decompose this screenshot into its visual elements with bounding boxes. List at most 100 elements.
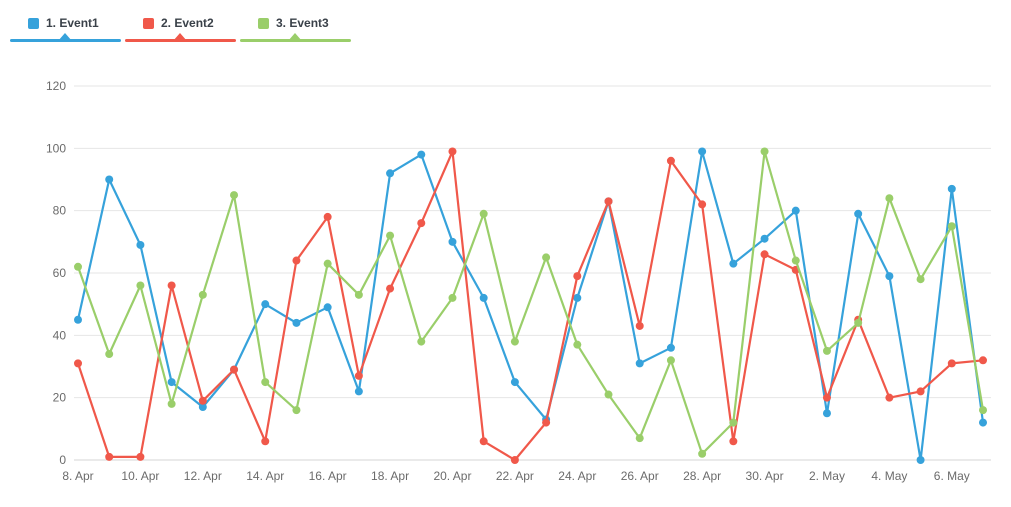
- marker-event1: [729, 259, 738, 268]
- marker-event3: [666, 356, 675, 365]
- y-axis-tick-label: 80: [53, 204, 67, 218]
- legend-item-3-event3[interactable]: 3. Event3: [240, 8, 355, 42]
- marker-event2: [510, 456, 519, 464]
- marker-event3: [916, 275, 925, 284]
- marker-event2: [698, 200, 707, 209]
- marker-event1: [760, 234, 769, 243]
- x-axis-tick-label: 8. Apr: [62, 469, 93, 483]
- marker-event1: [666, 343, 675, 352]
- marker-event3: [74, 262, 82, 271]
- marker-event2: [479, 437, 488, 446]
- marker-event3: [136, 281, 145, 290]
- marker-event2: [573, 272, 582, 281]
- marker-event3: [479, 209, 488, 218]
- marker-event3: [167, 399, 176, 408]
- marker-event3: [230, 191, 239, 200]
- x-axis-tick-label: 26. Apr: [621, 469, 659, 483]
- series-line-event1: [76, 150, 985, 462]
- y-axis-tick-label: 20: [53, 391, 67, 405]
- marker-event3: [386, 231, 395, 240]
- marker-event2: [729, 437, 738, 446]
- marker-event1: [105, 175, 114, 184]
- marker-event2: [979, 356, 987, 365]
- marker-event1: [323, 303, 332, 312]
- marker-event3: [822, 346, 831, 355]
- y-axis-tick-label: 120: [46, 79, 66, 93]
- legend-swatch-icon: [258, 17, 269, 29]
- marker-event1: [354, 387, 363, 396]
- marker-event1: [791, 206, 800, 215]
- marker-event1: [979, 418, 987, 427]
- marker-event1: [292, 318, 301, 327]
- marker-event2: [448, 147, 457, 156]
- marker-event1: [167, 378, 176, 387]
- x-axis-tick-label: 18. Apr: [371, 469, 409, 483]
- marker-event2: [105, 452, 114, 461]
- series-line-event2: [76, 150, 985, 462]
- marker-event3: [885, 194, 894, 203]
- marker-event1: [635, 359, 644, 368]
- marker-event2: [167, 281, 176, 290]
- marker-event2: [947, 359, 956, 368]
- marker-event2: [604, 197, 613, 206]
- legend-label: 2. Event2: [161, 16, 214, 30]
- series-line-event3: [76, 150, 985, 455]
- legend-peak-icon: [58, 33, 72, 41]
- marker-event3: [354, 290, 363, 299]
- x-axis-tick-label: 4. May: [871, 469, 907, 483]
- marker-event3: [760, 147, 769, 156]
- marker-event3: [947, 222, 956, 231]
- marker-event2: [354, 371, 363, 380]
- plot-area: 0 20 40 60 80 100 120 8. Apr 10. Apr 12. Apr 14. A…: [0, 44, 1011, 507]
- marker-event3: [198, 290, 207, 299]
- marker-event2: [198, 396, 207, 405]
- legend-item-1-event1[interactable]: 1. Event1: [10, 8, 125, 42]
- marker-event1: [822, 409, 831, 418]
- x-axis-tick-label: 20. Apr: [433, 469, 471, 483]
- legend-swatch-icon: [143, 17, 154, 29]
- legend-swatch-icon: [28, 17, 39, 29]
- marker-event3: [635, 434, 644, 443]
- line-chart-svg: 0 20 40 60 80 100 120 8. Apr 10. Apr 12. Apr 14. A…: [46, 79, 991, 483]
- legend-item-2-event2[interactable]: 2. Event2: [125, 8, 240, 42]
- marker-event1: [510, 378, 519, 387]
- marker-event3: [542, 253, 551, 262]
- marker-event1: [479, 293, 488, 302]
- marker-event2: [261, 437, 270, 446]
- marker-event2: [417, 219, 426, 228]
- marker-event1: [261, 300, 270, 309]
- marker-event2: [292, 256, 301, 265]
- y-axis-tick-label: 40: [53, 328, 67, 342]
- x-axis-tick-label: 12. Apr: [184, 469, 222, 483]
- chart-legend: 1. Event1 2. Event2 3. Event3: [10, 8, 355, 42]
- marker-event1: [74, 315, 82, 324]
- marker-event3: [448, 293, 457, 302]
- marker-event1: [916, 456, 925, 464]
- marker-event1: [417, 150, 426, 159]
- marker-event1: [854, 209, 863, 218]
- marker-event3: [323, 259, 332, 268]
- marker-event1: [198, 403, 207, 412]
- marker-event3: [854, 318, 863, 327]
- marker-event1: [573, 293, 582, 302]
- marker-event3: [292, 406, 301, 415]
- x-axis-tick-label: 24. Apr: [558, 469, 596, 483]
- marker-event2: [386, 284, 395, 293]
- marker-event3: [791, 256, 800, 265]
- x-axis-tick-label: 22. Apr: [496, 469, 534, 483]
- marker-event3: [979, 406, 987, 415]
- marker-event2: [542, 418, 551, 427]
- marker-event1: [885, 272, 894, 281]
- marker-event3: [573, 340, 582, 349]
- y-axis-tick-label: 100: [46, 141, 66, 155]
- legend-label: 1. Event1: [46, 16, 99, 30]
- marker-event2: [635, 321, 644, 330]
- marker-event2: [916, 387, 925, 396]
- marker-event2: [323, 212, 332, 221]
- marker-event2: [136, 452, 145, 461]
- x-axis-tick-label: 28. Apr: [683, 469, 721, 483]
- marker-event1: [386, 169, 395, 178]
- marker-event2: [74, 359, 82, 368]
- legend-peak-icon: [173, 33, 187, 41]
